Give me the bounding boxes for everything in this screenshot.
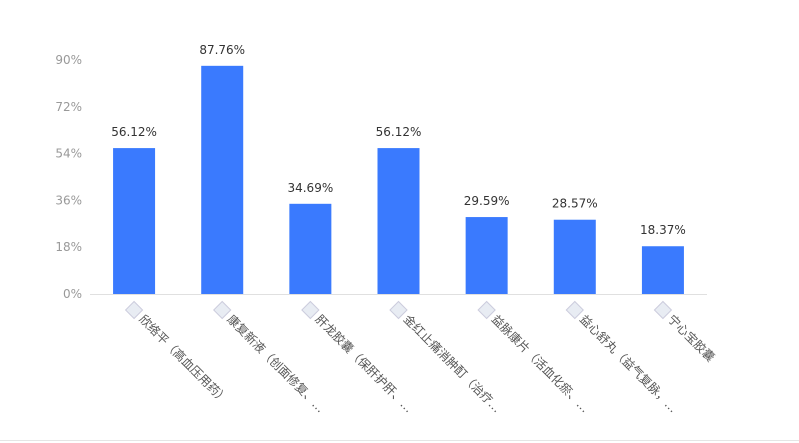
x-tick-label-group: 宁心宝胶囊 [653,300,718,364]
x-tick-label: 益脉康片（活血化瘀、… [489,311,593,415]
data-label: 34.69% [287,181,333,195]
data-label: 87.76% [199,43,245,57]
y-tick-label: 0% [63,287,82,301]
x-tick-label-group: 欣络平（高血压用药） [124,300,232,407]
product-thumbnail-icon [389,300,408,320]
product-thumbnail-icon [653,300,673,320]
bar [377,148,420,294]
bar [201,65,244,294]
product-thumbnail-icon [124,300,144,320]
data-label: 56.12% [111,125,157,139]
product-thumbnail-icon [477,300,496,320]
bar [465,217,508,294]
x-tick-label: 康复新液（创面修复、… [224,311,328,415]
product-thumbnail-icon [565,300,584,320]
bar [289,203,332,294]
bar [641,246,684,294]
x-tick-label: 益心舒丸（益气复脉，… [577,311,681,415]
y-tick-label: 72% [55,100,82,114]
data-label: 18.37% [640,223,686,237]
x-tick-label: 金红止痛消肿酊（治疗… [401,311,505,415]
x-tick-label: 欣络平（高血压用药） [136,311,231,406]
y-tick-label: 36% [55,193,82,207]
data-label: 29.59% [464,194,510,208]
y-tick-label: 18% [55,240,82,254]
divider [0,440,799,441]
y-tick-label: 54% [55,147,82,161]
x-tick-label: 宁心宝胶囊 [665,311,718,364]
bar [113,148,156,294]
data-label: 56.12% [376,125,422,139]
y-tick-label: 90% [55,53,82,67]
bar [553,219,596,294]
product-thumbnail-icon [213,300,232,320]
x-tick-label: 肝龙胶囊（保肝护肝、… [312,311,416,415]
data-label: 28.57% [552,197,598,211]
product-thumbnail-icon [301,300,320,320]
